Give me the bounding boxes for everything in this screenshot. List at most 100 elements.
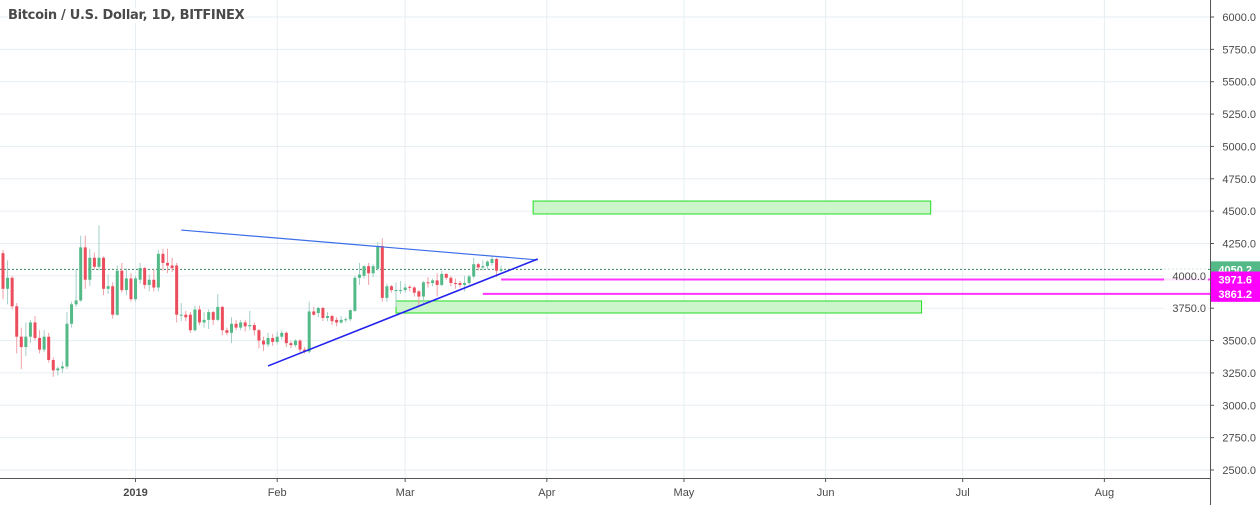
candle <box>202 312 206 328</box>
candle <box>175 262 179 323</box>
candle <box>188 312 192 333</box>
candle-body <box>248 325 252 327</box>
candle <box>19 327 23 370</box>
price-axis-label-background <box>1164 268 1208 283</box>
candle <box>38 330 42 354</box>
candle <box>399 281 403 294</box>
time-axis-label: Mar <box>396 487 415 499</box>
candle <box>170 257 174 272</box>
candle-body <box>481 266 485 268</box>
candle-body <box>252 325 256 331</box>
candle-body <box>435 280 439 285</box>
candle <box>120 262 124 293</box>
candle-body <box>298 340 302 350</box>
candle <box>230 317 233 344</box>
candle <box>362 265 366 279</box>
candle <box>335 317 339 327</box>
candle <box>431 278 435 287</box>
price-axis-label: 5500.0 <box>1222 77 1256 89</box>
candle-body <box>330 315 334 322</box>
candle-body <box>316 307 320 314</box>
candle <box>111 282 115 319</box>
candle-body <box>325 315 329 318</box>
candle-body <box>166 262 170 266</box>
candle <box>298 339 302 353</box>
candle-body <box>10 277 14 307</box>
candle <box>458 281 462 288</box>
candle-body <box>129 278 133 300</box>
price-axis-label: 4750.0 <box>1222 174 1256 186</box>
candle <box>316 306 320 318</box>
candle-body <box>92 257 96 267</box>
candle-body <box>97 257 101 267</box>
candle <box>403 283 407 293</box>
candle-body <box>412 287 416 293</box>
candle <box>444 273 448 280</box>
candle-body <box>47 336 51 360</box>
candle <box>193 305 197 332</box>
candle-body <box>6 277 10 289</box>
time-axis-label: Feb <box>268 487 287 499</box>
price-axis-label: 4500.0 <box>1222 206 1256 218</box>
candle <box>385 283 389 302</box>
candle <box>284 331 288 348</box>
target-zone <box>532 200 932 215</box>
candle <box>389 284 393 293</box>
candle-body <box>399 290 403 292</box>
candle-body <box>56 368 60 371</box>
candle-body <box>65 323 69 367</box>
price-axis-label: 5000.0 <box>1222 141 1256 153</box>
candle-body <box>230 323 233 333</box>
candle-body <box>348 310 352 320</box>
candle <box>440 270 444 287</box>
candle-body <box>193 309 197 331</box>
candle-body <box>472 264 476 277</box>
candle-body <box>124 278 128 291</box>
candle-body <box>143 268 147 285</box>
candle-body <box>152 279 156 288</box>
chart-title: Bitcoin / U.S. Dollar, 1D, BITFINEX <box>8 8 245 23</box>
candle <box>28 319 32 344</box>
candle <box>266 332 270 348</box>
candle-body <box>312 311 316 315</box>
candle-body <box>243 322 247 327</box>
candle-body <box>403 287 407 291</box>
level-price-badge: 3861.2 <box>1218 289 1252 301</box>
candle-body <box>275 336 279 342</box>
candle-body <box>106 286 110 289</box>
candle <box>161 248 165 271</box>
candle <box>115 265 119 316</box>
candle <box>47 332 51 363</box>
price-axis-label: 3250.0 <box>1222 368 1256 380</box>
candle <box>1 249 5 300</box>
candle-body <box>202 319 206 323</box>
price-axis-label: 4250.0 <box>1222 239 1256 251</box>
candle-body <box>426 282 430 284</box>
candle <box>129 273 133 302</box>
candle <box>289 340 293 349</box>
candle <box>490 256 494 266</box>
price-axis-label: 3750.0 <box>1172 303 1206 315</box>
candle <box>152 269 156 292</box>
candle-body <box>431 280 435 283</box>
candle-body <box>83 247 87 280</box>
candle <box>239 319 243 331</box>
candle-body <box>70 304 74 324</box>
candle-body <box>293 340 297 346</box>
candle-body <box>266 337 270 345</box>
level-price-badge-bg <box>1211 285 1260 302</box>
candle-body <box>362 266 366 276</box>
candle-body <box>289 343 293 346</box>
candle-body <box>449 277 453 283</box>
candle <box>234 319 238 331</box>
trendline-upper <box>181 229 538 261</box>
candle <box>216 293 220 322</box>
candle <box>6 260 10 305</box>
candle <box>312 306 316 316</box>
candle-body <box>335 319 339 323</box>
candle-body <box>184 314 188 318</box>
time-axis-background <box>0 478 1210 505</box>
candle-body <box>161 253 165 263</box>
candle-body <box>79 247 83 301</box>
